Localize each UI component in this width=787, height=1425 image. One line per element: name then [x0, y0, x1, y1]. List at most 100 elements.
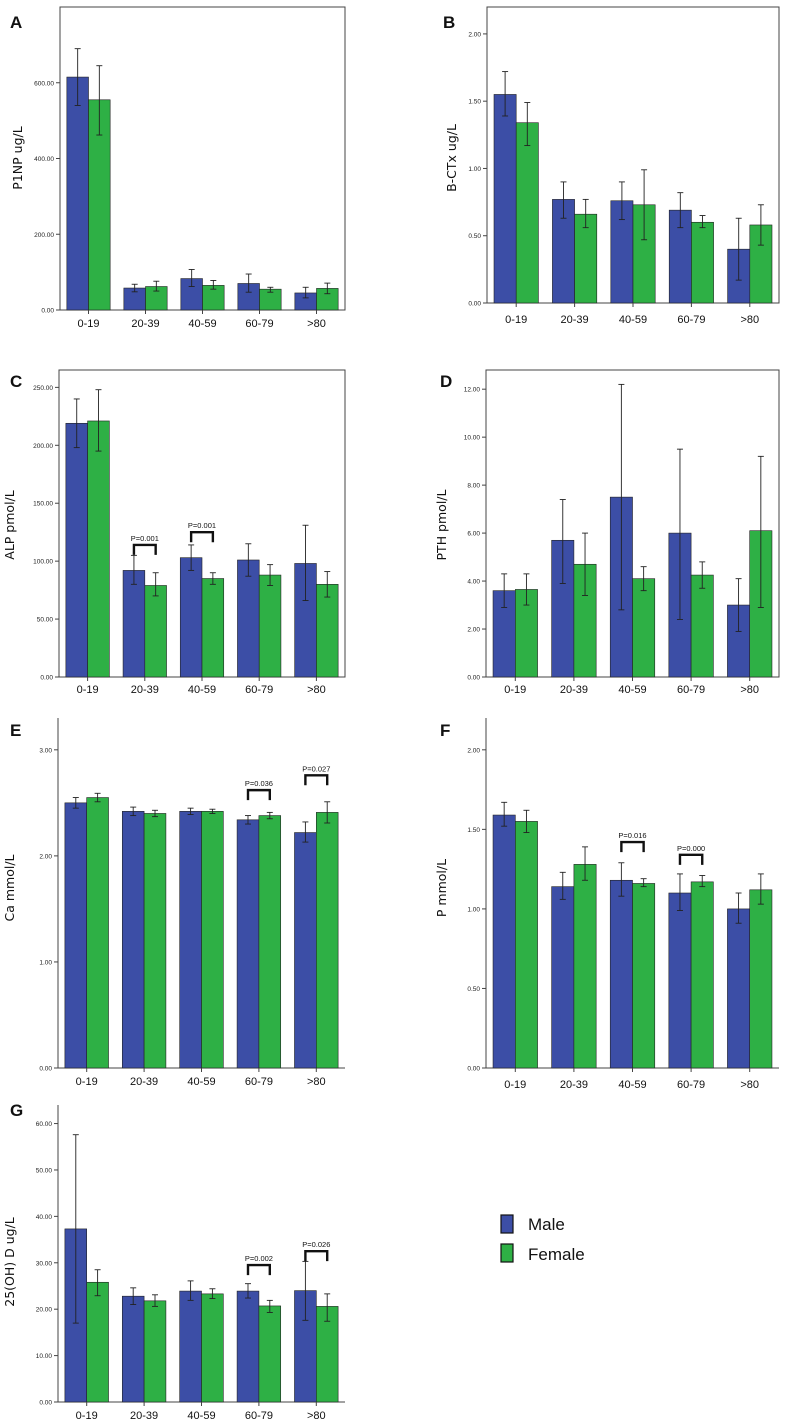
- significance-bracket: [304, 774, 329, 786]
- bar-female: [690, 574, 714, 678]
- panel-g: G 25(OH) D ug/L 0.00 10.00 20.00 30.00 40.00…: [2, 1101, 345, 1422]
- x-tick-label: 60-79: [245, 318, 273, 330]
- bar-female: [143, 1300, 167, 1403]
- legend: Male Female: [500, 1214, 585, 1264]
- y-axis-label: ALP pmol/L: [2, 490, 17, 559]
- y-tick-label: 40.00: [36, 1214, 53, 1221]
- x-tick-label: 20-39: [560, 684, 588, 696]
- panel-letter-a: A: [10, 13, 22, 32]
- y-tick-label: 10.00: [36, 1353, 53, 1360]
- plot-area-a: 0.00 200.00 400.00 600.00 0-19 20-39 40-59 60-7…: [34, 7, 345, 330]
- bar-female: [258, 574, 282, 678]
- y-axis-label: PTH pmol/L: [434, 489, 449, 560]
- significance-bracket: [678, 853, 704, 865]
- x-tick-label: 0-19: [76, 1076, 98, 1088]
- x-tick-label: 20-39: [130, 1410, 158, 1422]
- plot-area-f: 0.00 0.50 1.00 1.50 2.00 0-19 20-39 40-59 60-79 >…: [467, 718, 779, 1091]
- legend-swatch-male: [500, 1214, 514, 1234]
- bar-female: [316, 584, 339, 678]
- bar-female: [690, 881, 714, 1069]
- x-tick-label: 0-19: [77, 684, 99, 696]
- x-tick-label: >80: [740, 314, 759, 326]
- bar-male: [668, 892, 692, 1069]
- p-value-label: P=0.000: [677, 844, 705, 853]
- x-tick-label: 40-59: [618, 1079, 646, 1091]
- panel-a: A P1NP ug/L 0.00 200.00 400.00 600.00 0-19 20…: [10, 6, 346, 330]
- y-tick-label: 100.00: [33, 559, 53, 566]
- bar-male: [236, 1290, 260, 1403]
- y-axis-label: P mmol/L: [434, 859, 449, 917]
- plot-area-b: 0.00 0.50 1.00 1.50 2.00 0-19 20-39 40-59 60-79 >…: [468, 7, 779, 326]
- x-tick-label: 20-39: [130, 1076, 158, 1088]
- legend-label-female: Female: [528, 1245, 585, 1264]
- x-tick-label: 0-19: [504, 684, 526, 696]
- y-tick-label: 0.00: [468, 301, 481, 308]
- y-tick-label: 8.00: [467, 483, 480, 490]
- bar-female: [201, 811, 224, 1069]
- panel-letter-b: B: [443, 13, 455, 32]
- x-tick-label: >80: [307, 1076, 326, 1088]
- x-tick-label: 60-79: [677, 314, 705, 326]
- y-tick-label: 2.00: [467, 627, 480, 634]
- bar-male: [179, 811, 202, 1069]
- y-tick-label: 2.00: [39, 853, 52, 860]
- bar-male: [66, 76, 89, 311]
- bar-female: [514, 821, 538, 1069]
- x-tick-label: 60-79: [245, 684, 273, 696]
- p-value-label: P=0.016: [618, 831, 646, 840]
- y-tick-label: 0.00: [39, 1066, 52, 1073]
- plot-area-c: 0.00 50.00 100.00 150.00 200.00 250.00 0-19 20-…: [33, 370, 345, 696]
- y-tick-label: 10.00: [464, 435, 481, 442]
- y-tick-label: 1.50: [468, 99, 481, 106]
- x-tick-label: >80: [740, 1079, 759, 1091]
- x-tick-label: >80: [307, 318, 326, 330]
- bar-male: [122, 570, 146, 678]
- plot-area-e: 0.00 1.00 2.00 3.00 0-19 20-39 40-59 60-79 >80 P=…: [39, 718, 345, 1088]
- y-axis-label: Ca mmol/L: [2, 854, 17, 921]
- plot-frame-e: [58, 718, 345, 768]
- bar-female: [258, 815, 282, 1069]
- bar-female: [749, 889, 773, 1069]
- x-tick-label: 60-79: [677, 1079, 705, 1091]
- y-tick-label: 200.00: [34, 232, 54, 239]
- panel-e: E Ca mmol/L 0.00 1.00 2.00 3.00 0-19 20-39 40-…: [2, 718, 345, 1088]
- plot-frame-f: [486, 718, 779, 768]
- y-axis-label: P1NP ug/L: [10, 126, 25, 189]
- bar-female: [143, 813, 167, 1069]
- y-tick-label: 0.50: [468, 233, 481, 240]
- x-tick-label: 0-19: [76, 1410, 98, 1422]
- bar-male: [294, 832, 317, 1069]
- bar-male: [237, 559, 260, 678]
- bar-female: [573, 864, 597, 1069]
- bar-female: [144, 585, 167, 678]
- bar-female: [201, 1293, 224, 1403]
- y-tick-label: 0.00: [467, 675, 480, 682]
- bar-male: [64, 802, 88, 1069]
- x-tick-label: 20-39: [560, 1079, 588, 1091]
- y-tick-label: 600.00: [34, 80, 54, 87]
- x-tick-label: 40-59: [187, 1410, 215, 1422]
- significance-bracket: [246, 1263, 272, 1276]
- significance-bracket: [620, 840, 645, 853]
- x-tick-label: 0-19: [505, 314, 527, 326]
- panel-letter-g: G: [10, 1101, 23, 1120]
- y-axis-label: B-CTx ug/L: [444, 124, 459, 192]
- panel-f: F P mmol/L 0.00 0.50 1.00 1.50 2.00 0-19 20-39…: [434, 718, 779, 1091]
- y-tick-label: 50.00: [37, 617, 54, 624]
- x-tick-label: 20-39: [131, 684, 159, 696]
- x-tick-label: 40-59: [618, 684, 646, 696]
- significance-bracket: [304, 1249, 329, 1262]
- x-tick-label: 60-79: [677, 684, 705, 696]
- bar-male: [121, 811, 145, 1069]
- y-tick-label: 0.00: [467, 1066, 480, 1073]
- x-tick-label: 60-79: [245, 1076, 273, 1088]
- bar-female: [86, 1281, 109, 1403]
- y-tick-label: 0.50: [467, 986, 480, 993]
- x-tick-label: 40-59: [188, 684, 216, 696]
- bar-female: [87, 420, 110, 678]
- bar-female: [632, 578, 656, 678]
- x-tick-label: 0-19: [504, 1079, 526, 1091]
- y-tick-label: 1.50: [467, 827, 480, 834]
- significance-bracket: [189, 530, 215, 543]
- panel-b: B B-CTx ug/L 0.00 0.50 1.00 1.50 2.00 0-19 20-…: [443, 6, 780, 326]
